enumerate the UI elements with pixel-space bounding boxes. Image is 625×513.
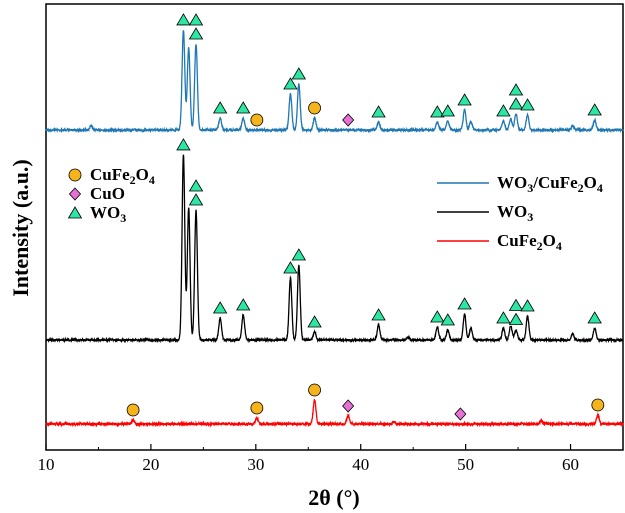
legend-triangle-icon [67, 206, 83, 219]
marker-triangle-wo3 [176, 138, 191, 151]
marker-triangle-wo3 [291, 248, 307, 261]
legend-marker-label: CuO [90, 184, 125, 203]
x-tick-label: 10 [38, 455, 55, 474]
marker-diamond-cufe2o4 [454, 407, 467, 421]
marker-triangle-wo3 [520, 299, 535, 312]
marker-triangle-wo3 [587, 311, 602, 324]
series-line-cufe2o4 [45, 399, 624, 428]
marker-triangle-wo3 [508, 298, 524, 311]
x-axis-title: 2θ (°) [308, 485, 359, 510]
marker-triangle-wo3 [188, 193, 204, 206]
marker-triangle-wo3-cufe2o4 [457, 93, 472, 106]
marker-circle-wo3-cufe2o4 [250, 113, 264, 127]
marker-triangle-wo3-cufe2o4 [291, 67, 307, 80]
marker-triangle-wo3-cufe2o4 [508, 97, 524, 110]
marker-diamond-wo3-cufe2o4 [342, 113, 355, 127]
y-axis-title: Intensity (a.u.) [8, 159, 33, 297]
marker-circle-wo3-cufe2o4 [308, 101, 321, 115]
marker-triangle-wo3-cufe2o4 [371, 105, 386, 118]
marker-triangle-wo3-cufe2o4 [508, 83, 524, 96]
marker-triangle-wo3-cufe2o4 [188, 13, 204, 26]
marker-triangle-wo3 [283, 261, 298, 274]
x-tick-label: 50 [457, 455, 474, 474]
x-tick-label: 30 [247, 455, 264, 474]
marker-triangle-wo3 [508, 312, 524, 325]
legend-label: CuFe2O4 [497, 231, 562, 253]
series-line-wo3-cufe2o4 [45, 30, 624, 134]
legend-marker-label: CuFe2O4 [90, 165, 155, 187]
marker-triangle-wo3 [496, 311, 511, 324]
plot-frame [45, 3, 624, 451]
legend-diamond-icon [68, 187, 82, 201]
x-tick-label: 60 [562, 455, 579, 474]
marker-triangle-wo3-cufe2o4 [283, 77, 298, 90]
legend-marker-label: WO3 [90, 203, 126, 225]
marker-triangle-wo3-cufe2o4 [212, 101, 228, 114]
marker-triangle-wo3 [188, 179, 204, 192]
marker-triangle-wo3-cufe2o4 [520, 98, 535, 111]
marker-triangle-wo3 [236, 298, 251, 311]
legend-label: WO3 [497, 202, 533, 224]
marker-triangle-wo3-cufe2o4 [176, 13, 191, 26]
marker-triangle-wo3-cufe2o4 [587, 103, 602, 116]
marker-triangle-wo3 [440, 313, 456, 326]
x-axis: 10 20 30 40 50 60 [38, 444, 579, 474]
series-line-wo3 [45, 154, 624, 344]
marker-triangle-wo3 [371, 308, 386, 321]
marker-triangle-wo3 [212, 301, 228, 314]
legend-circle-icon [68, 168, 82, 182]
marker-triangle-wo3 [457, 297, 472, 310]
marker-circle-cufe2o4 [126, 403, 140, 417]
marker-triangle-wo3-cufe2o4 [496, 104, 511, 117]
marker-triangle-wo3-cufe2o4 [188, 27, 204, 40]
marker-triangle-wo3-cufe2o4 [236, 101, 251, 114]
marker-diamond-cufe2o4 [342, 399, 355, 413]
x-tick-label: 20 [142, 455, 159, 474]
marker-triangle-wo3-cufe2o4 [440, 104, 456, 117]
marker-layer [126, 13, 605, 421]
marker-triangle-wo3 [307, 315, 322, 328]
marker-triangle-wo3-cufe2o4 [430, 105, 445, 118]
marker-circle-cufe2o4 [250, 401, 264, 415]
marker-triangle-wo3 [430, 310, 445, 323]
series-layer [45, 30, 624, 428]
legend-label: WO3/CuFe2O4 [497, 173, 603, 195]
marker-circle-cufe2o4 [308, 383, 321, 397]
marker-circle-cufe2o4 [591, 398, 605, 412]
x-tick-label: 40 [352, 455, 369, 474]
